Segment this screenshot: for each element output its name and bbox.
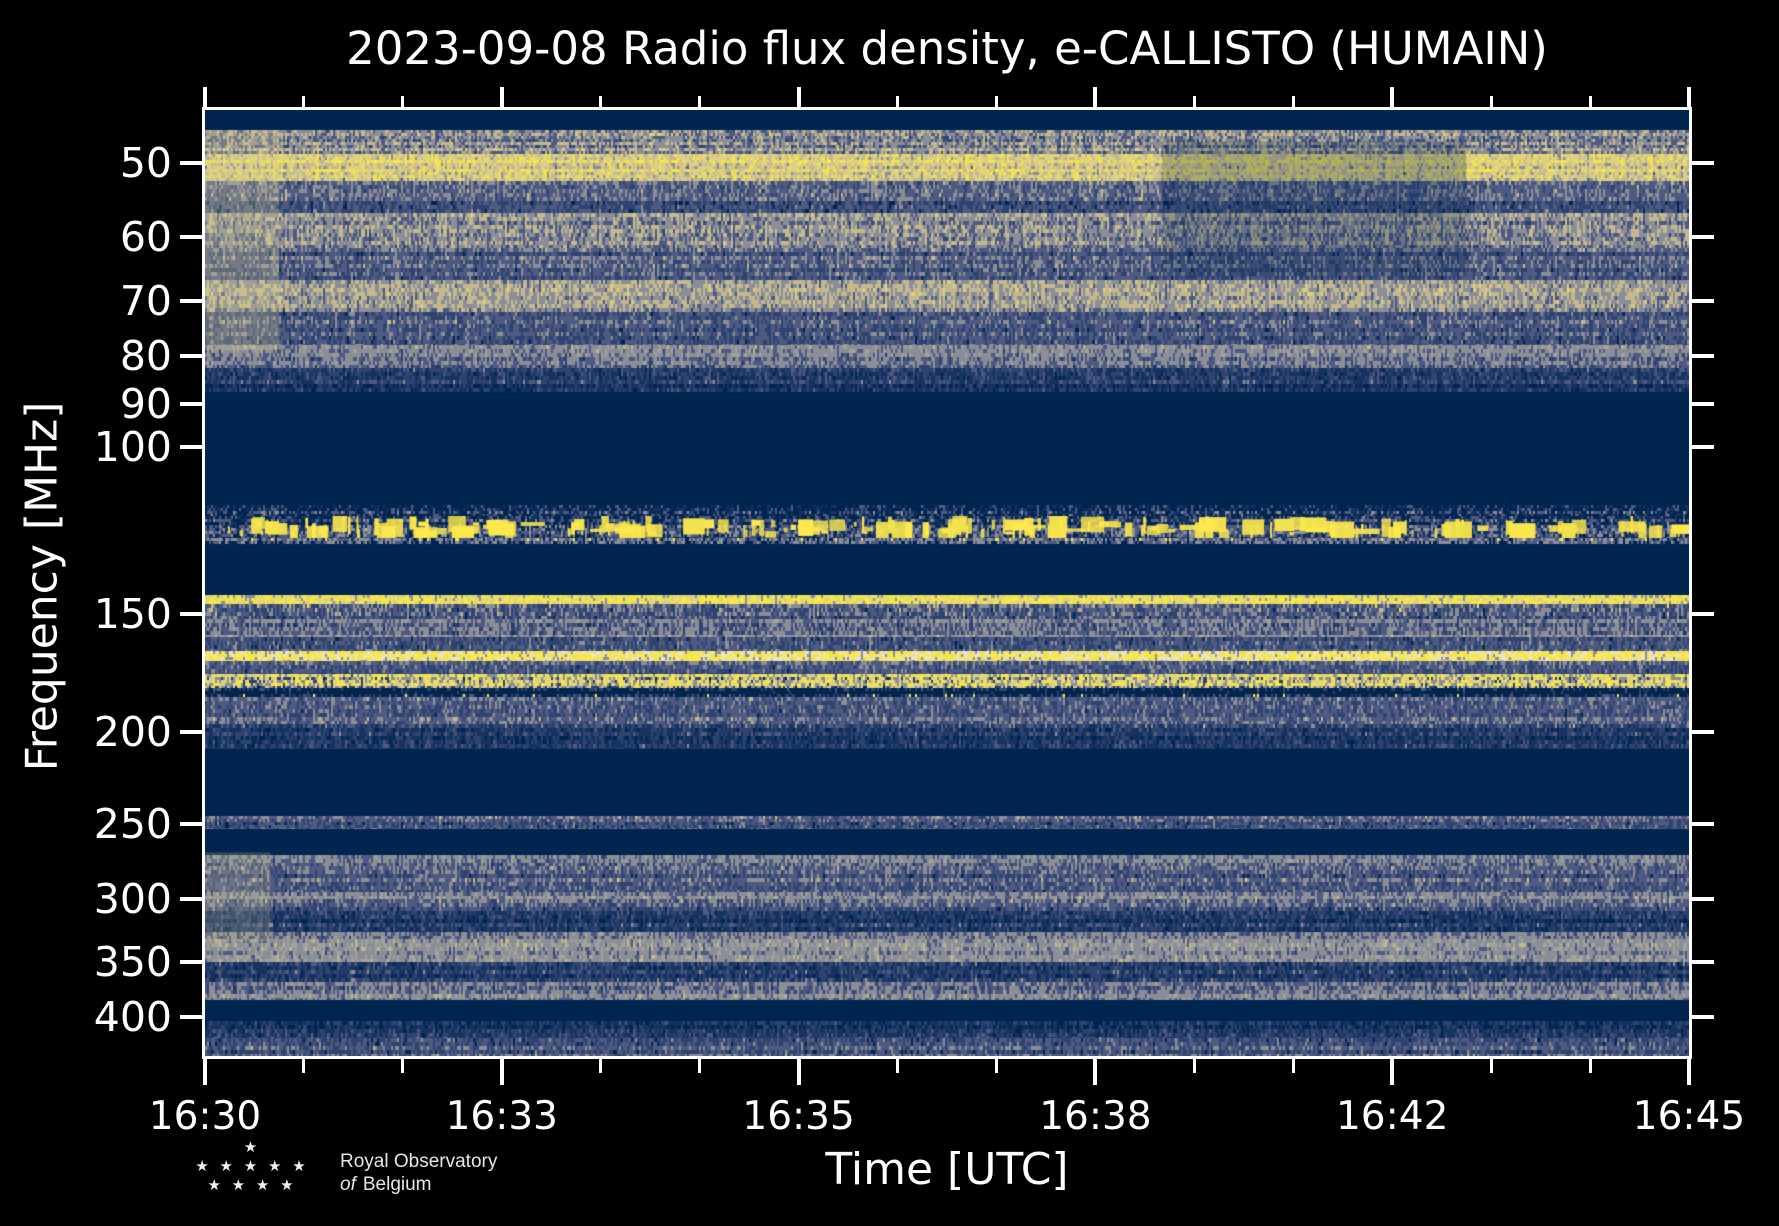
x-tick-label: 16:30: [148, 1094, 262, 1139]
x-tick-minor: [1489, 1059, 1493, 1073]
y-tick: [180, 896, 202, 901]
y-tick-right: [1692, 445, 1714, 450]
plot-area: [202, 107, 1692, 1059]
logo-text-line1: Royal Observatory: [340, 1151, 498, 1172]
y-tick-right: [1692, 959, 1714, 964]
y-tick-label: 300: [93, 874, 172, 923]
y-tick-right: [1692, 235, 1714, 240]
x-tick-minor: [599, 1059, 603, 1073]
observatory-logo: ★ ★ ★ ★ ★ ★ ★ ★ ★ ★ Royal Observatory of…: [186, 1138, 497, 1196]
x-tick-minor-top: [599, 96, 603, 107]
x-tick-minor: [1588, 1059, 1592, 1073]
x-tick-major-top: [1093, 87, 1098, 107]
x-tick-label: 16:45: [1632, 1094, 1746, 1139]
y-tick-right: [1692, 402, 1714, 406]
x-tick-minor-top: [994, 96, 998, 107]
y-tick-label: 70: [119, 276, 172, 325]
x-tick-minor-top: [1489, 96, 1493, 107]
x-tick-minor-top: [302, 96, 306, 107]
x-tick-label: 16:33: [445, 1094, 558, 1139]
x-tick-minor: [896, 1059, 900, 1073]
x-tick-major: [1390, 1059, 1395, 1085]
y-tick-right: [1692, 611, 1714, 616]
y-tick-label: 100: [93, 423, 172, 472]
x-tick-minor-top: [698, 96, 702, 107]
x-tick-major: [499, 1059, 504, 1085]
y-tick-label: 150: [93, 589, 172, 638]
x-tick-minor-top: [1291, 96, 1295, 107]
y-tick: [180, 959, 202, 964]
x-tick-label: 16:42: [1335, 1094, 1449, 1139]
x-tick-minor-top: [401, 96, 405, 107]
y-tick-right: [1692, 1014, 1714, 1019]
x-tick-major-top: [1687, 87, 1691, 107]
x-tick-minor: [994, 1059, 998, 1073]
y-tick-label: 60: [119, 213, 172, 262]
chart-title: 2023-09-08 Radio flux density, e-CALLIST…: [346, 22, 1548, 75]
y-tick-right: [1692, 730, 1714, 735]
x-axis-label: Time [UTC]: [825, 1144, 1069, 1195]
logo-text-belgium: Belgium: [362, 1174, 432, 1195]
y-tick: [180, 821, 202, 826]
x-tick-major-top: [796, 87, 801, 107]
y-tick-label: 90: [119, 380, 172, 428]
y-tick: [180, 160, 202, 165]
x-tick-minor: [1291, 1059, 1295, 1073]
x-tick-minor-top: [896, 96, 900, 107]
x-tick-label: 16:38: [1039, 1094, 1152, 1139]
star-row: ★ ★ ★ ★ ★: [195, 1157, 309, 1175]
star-row: ★: [243, 1138, 261, 1156]
y-tick: [180, 353, 202, 358]
x-tick-minor-top: [1588, 96, 1592, 107]
x-tick-minor: [401, 1059, 405, 1073]
y-tick-right: [1692, 821, 1714, 826]
y-tick-label: 200: [93, 708, 172, 757]
y-tick-label: 250: [93, 799, 172, 848]
logo-text-line2: of Belgium: [340, 1173, 497, 1196]
x-tick-major-top: [203, 87, 207, 107]
x-tick-major: [1687, 1059, 1691, 1085]
y-tick: [180, 235, 202, 240]
y-tick: [180, 298, 202, 303]
star-row: ★ ★ ★ ★: [207, 1176, 297, 1194]
logo-text: Royal Observatory of Belgium: [340, 1150, 497, 1196]
x-tick-major: [796, 1059, 801, 1085]
y-tick: [180, 402, 202, 406]
y-tick-label: 350: [93, 937, 172, 986]
y-tick-label: 50: [119, 138, 172, 187]
x-tick-major-top: [1390, 87, 1395, 107]
y-tick: [180, 445, 202, 450]
x-tick-major: [1093, 1059, 1098, 1085]
logo-text-of: of: [340, 1174, 356, 1195]
x-tick-minor: [302, 1059, 306, 1073]
y-tick-label: 400: [93, 992, 172, 1041]
y-tick-right: [1692, 353, 1714, 358]
x-tick-major: [203, 1059, 207, 1085]
x-tick-minor: [1192, 1059, 1196, 1073]
x-tick-minor: [698, 1059, 702, 1073]
y-tick-right: [1692, 160, 1714, 165]
y-tick: [180, 611, 202, 616]
spectrogram-canvas: [205, 110, 1689, 1056]
y-tick-label: 80: [119, 331, 172, 380]
y-tick-right: [1692, 896, 1714, 901]
y-tick-right: [1692, 298, 1714, 303]
star-emblem: ★ ★ ★ ★ ★ ★ ★ ★ ★ ★: [186, 1138, 318, 1195]
x-tick-label: 16:35: [742, 1094, 855, 1139]
x-tick-major-top: [499, 87, 504, 107]
x-tick-minor-top: [1192, 96, 1196, 107]
y-tick: [180, 1014, 202, 1019]
y-tick: [180, 730, 202, 735]
